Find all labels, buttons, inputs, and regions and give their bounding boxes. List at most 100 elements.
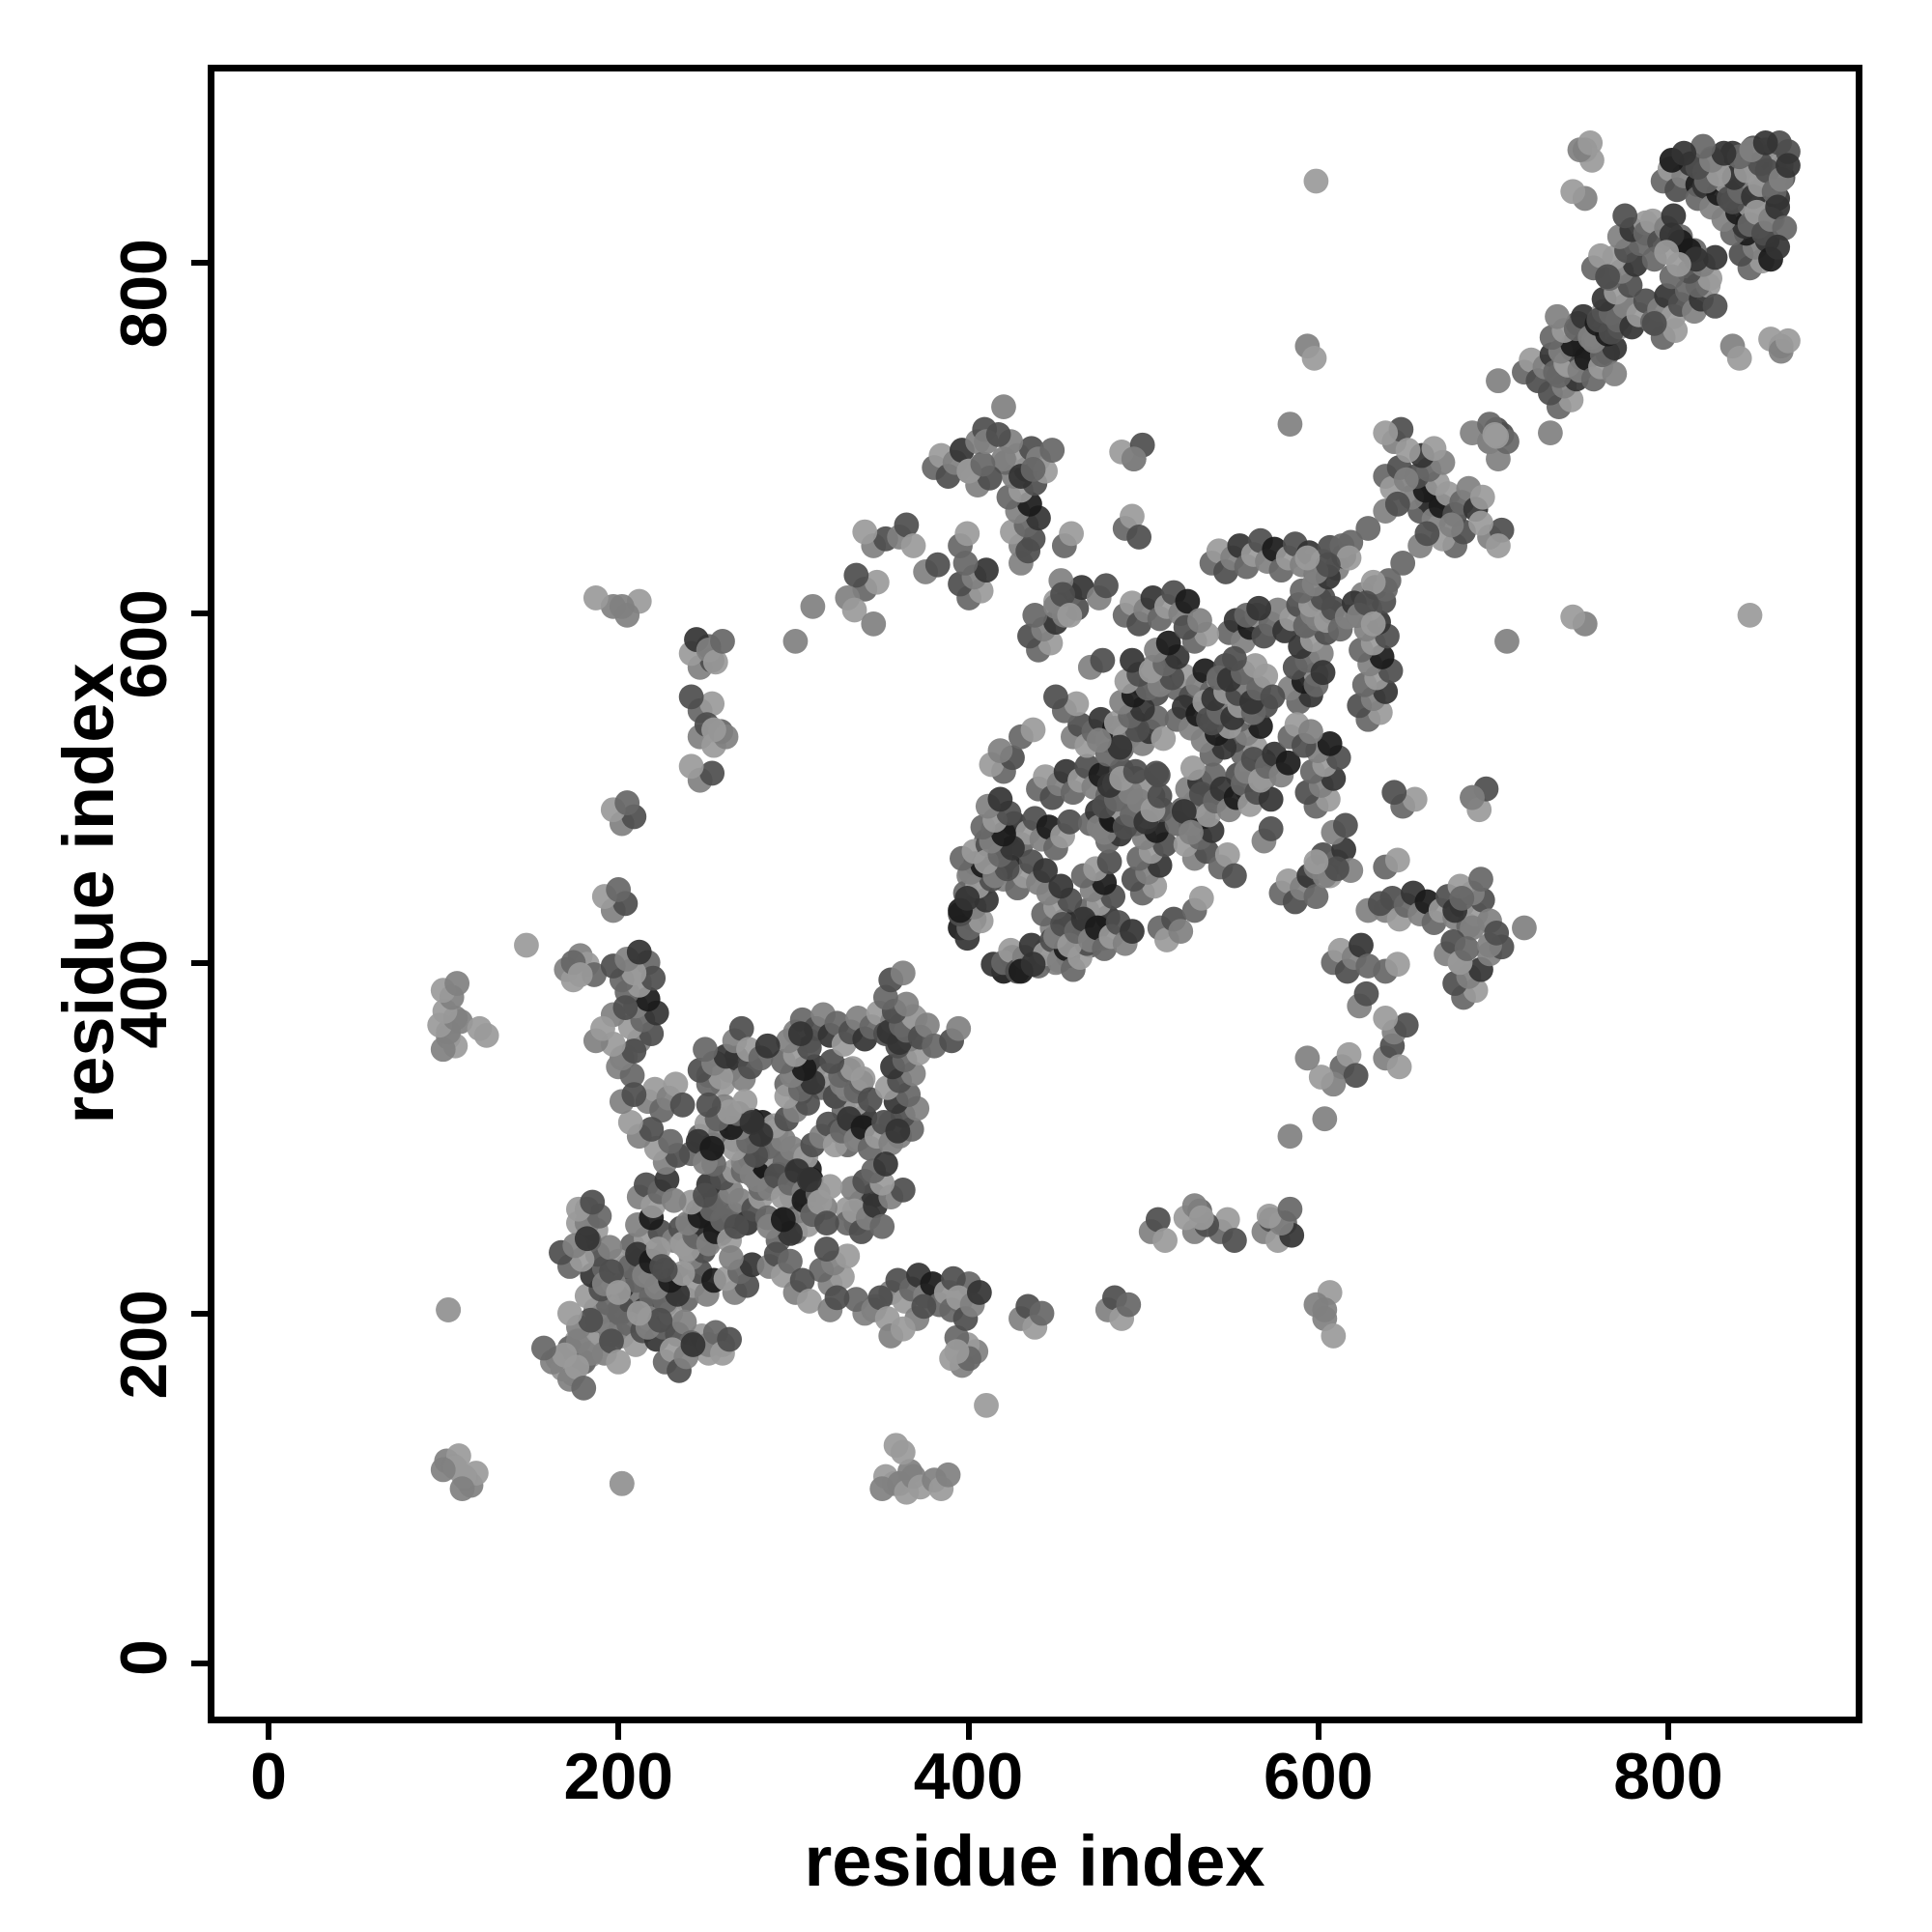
- scatter-point: [787, 1021, 813, 1047]
- scatter-point: [1468, 867, 1493, 893]
- scatter-point: [728, 1015, 754, 1041]
- scatter-point: [449, 1476, 475, 1502]
- scatter-point: [1468, 510, 1493, 536]
- scatter-point: [1029, 1300, 1055, 1326]
- scatter-point: [1316, 552, 1341, 578]
- scatter-point: [835, 1243, 861, 1269]
- scatter-point: [717, 1326, 743, 1352]
- scatter-point: [1486, 368, 1511, 394]
- scatter-point: [699, 1135, 725, 1161]
- scatter-point: [987, 738, 1013, 764]
- scatter-point: [1654, 240, 1680, 266]
- scatter-point: [1308, 1065, 1334, 1090]
- scatter-points-layer: [214, 71, 1856, 1717]
- scatter-point: [1671, 140, 1697, 166]
- scatter-point: [1772, 215, 1798, 241]
- scatter-point: [954, 521, 980, 547]
- scatter-point: [1545, 303, 1570, 329]
- scatter-point: [590, 1015, 615, 1041]
- scatter-point: [1414, 521, 1440, 547]
- scatter-point: [1460, 915, 1485, 941]
- scatter-point: [1612, 203, 1638, 229]
- scatter-svg: [427, 129, 1801, 1505]
- scatter-point: [1126, 525, 1152, 550]
- scatter-point: [606, 1350, 632, 1375]
- scatter-point: [872, 1151, 898, 1177]
- scatter-point: [1312, 1297, 1338, 1322]
- scatter-point: [1360, 569, 1386, 595]
- scatter-point: [1512, 915, 1537, 941]
- scatter-point: [894, 991, 920, 1017]
- scatter-point: [966, 1280, 992, 1305]
- scatter-point: [796, 1167, 822, 1193]
- scatter-point: [885, 1118, 911, 1144]
- scatter-point: [1303, 168, 1329, 194]
- scatter-point: [1086, 727, 1112, 753]
- scatter-point: [1482, 422, 1508, 447]
- scatter-point: [739, 1109, 765, 1135]
- scatter-point: [1765, 234, 1791, 260]
- scatter-point: [857, 1087, 883, 1113]
- scatter-point: [1661, 203, 1687, 229]
- scatter-point: [567, 962, 593, 987]
- scatter-point: [719, 1245, 744, 1270]
- x-tick-800: [1665, 1723, 1671, 1740]
- scatter-point: [1702, 294, 1728, 319]
- scatter-point: [843, 562, 869, 588]
- scatter-point: [1301, 345, 1327, 371]
- scatter-point: [1277, 412, 1303, 437]
- scatter-point: [1258, 786, 1284, 812]
- x-tick-label-600: 600: [1264, 1740, 1374, 1813]
- scatter-point: [1222, 1228, 1247, 1253]
- scatter-point: [782, 628, 809, 654]
- scatter-point: [890, 960, 916, 986]
- scatter-point: [1776, 327, 1801, 354]
- y-tick-200: [191, 1310, 208, 1317]
- scatter-point: [1577, 129, 1604, 156]
- scatter-point: [970, 451, 996, 477]
- y-tick-label-800: 800: [107, 239, 181, 349]
- scatter-point: [1155, 630, 1181, 656]
- scatter-point: [621, 1082, 647, 1107]
- y-tick-800: [191, 260, 208, 266]
- scatter-point: [1039, 438, 1065, 463]
- scatter-point: [1595, 264, 1621, 290]
- scatter-point: [693, 1182, 718, 1208]
- scatter-point: [1438, 512, 1464, 538]
- scatter-point: [800, 593, 826, 619]
- scatter-point: [1321, 1323, 1347, 1349]
- scatter-point: [1324, 856, 1350, 882]
- scatter-point: [626, 1300, 652, 1326]
- scatter-point: [1222, 645, 1247, 671]
- scatter-point: [1171, 799, 1197, 824]
- scatter-point: [1277, 1196, 1303, 1222]
- x-tick-0: [266, 1723, 271, 1740]
- scatter-point: [1168, 919, 1194, 944]
- scatter-point: [599, 1328, 624, 1354]
- scatter-point: [552, 1342, 578, 1368]
- scatter-point: [1726, 345, 1752, 371]
- scatter-point: [1179, 755, 1206, 781]
- y-tick-label-0: 0: [107, 1639, 181, 1676]
- scatter-point: [1702, 244, 1728, 270]
- scatter-point: [671, 1309, 697, 1335]
- scatter-point: [609, 593, 635, 619]
- scatter-point: [1469, 484, 1495, 510]
- scatter-point: [717, 1099, 743, 1124]
- scatter-point: [661, 1187, 687, 1213]
- scatter-point: [1050, 582, 1075, 608]
- y-tick-0: [191, 1661, 208, 1666]
- y-tick-400: [191, 960, 208, 966]
- scatter-point: [890, 1316, 916, 1342]
- scatter-point: [813, 1210, 839, 1236]
- scatter-point: [839, 1056, 866, 1082]
- x-axis-label: residue index: [804, 1821, 1265, 1901]
- scatter-point: [1275, 750, 1301, 776]
- scatter-point: [680, 1332, 706, 1357]
- scatter-point: [1303, 849, 1329, 875]
- scatter-point: [911, 1293, 937, 1320]
- scatter-point: [1242, 653, 1268, 678]
- scatter-point: [1393, 467, 1419, 493]
- scatter-point: [693, 1037, 718, 1063]
- scatter-point: [699, 760, 725, 786]
